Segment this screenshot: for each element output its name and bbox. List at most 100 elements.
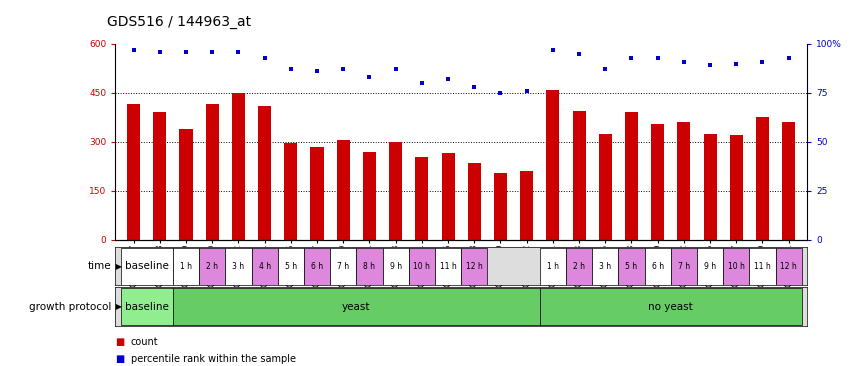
Bar [618, 248, 644, 285]
Point [363, 74, 376, 80]
Bar [363, 152, 375, 240]
Point [493, 90, 507, 96]
Bar [572, 111, 585, 240]
Bar [670, 248, 696, 285]
Text: 10 h: 10 h [727, 262, 744, 271]
Point [153, 49, 166, 55]
Point [650, 55, 664, 60]
Bar [598, 134, 611, 240]
Bar [461, 248, 487, 285]
Bar [330, 248, 356, 285]
Bar [781, 122, 794, 240]
Point [755, 59, 769, 64]
Text: 3 h: 3 h [599, 262, 611, 271]
Bar [382, 248, 409, 285]
Bar [310, 147, 323, 240]
Bar [277, 248, 304, 285]
Text: ■: ■ [115, 354, 125, 364]
Bar [120, 248, 173, 285]
Bar [722, 248, 749, 285]
Bar [519, 171, 532, 240]
Bar [284, 143, 297, 240]
Point [126, 47, 140, 53]
Text: percentile rank within the sample: percentile rank within the sample [131, 354, 295, 364]
Bar [566, 248, 591, 285]
Bar [775, 248, 801, 285]
Bar [546, 90, 559, 240]
Bar [127, 104, 140, 240]
Point [206, 49, 219, 55]
Bar [467, 163, 480, 240]
Text: 4 h: 4 h [258, 262, 270, 271]
Text: 10 h: 10 h [413, 262, 430, 271]
Text: 9 h: 9 h [703, 262, 716, 271]
Text: 1 h: 1 h [180, 262, 192, 271]
Bar [441, 153, 454, 240]
Bar [415, 157, 428, 240]
Text: 2 h: 2 h [572, 262, 584, 271]
Point [179, 49, 193, 55]
Point [781, 55, 795, 60]
Point [728, 60, 742, 67]
Text: 5 h: 5 h [624, 262, 637, 271]
Text: 9 h: 9 h [389, 262, 401, 271]
Text: no yeast: no yeast [647, 302, 693, 311]
Text: 11 h: 11 h [439, 262, 456, 271]
Point [284, 67, 298, 72]
Text: 7 h: 7 h [337, 262, 349, 271]
Bar [153, 112, 166, 240]
Text: 3 h: 3 h [232, 262, 244, 271]
Bar [206, 104, 218, 240]
Bar [539, 288, 801, 325]
Text: ▶: ▶ [113, 302, 122, 311]
Text: 2 h: 2 h [206, 262, 218, 271]
Bar [493, 173, 507, 240]
Bar [179, 129, 193, 240]
Text: GDS516 / 144963_at: GDS516 / 144963_at [107, 15, 251, 29]
Text: 8 h: 8 h [363, 262, 375, 271]
Text: baseline: baseline [125, 302, 169, 311]
Point [388, 67, 402, 72]
Text: 12 h: 12 h [466, 262, 482, 271]
Bar [199, 248, 225, 285]
Bar [173, 248, 199, 285]
Bar [304, 248, 330, 285]
Bar [409, 248, 434, 285]
Bar [232, 93, 245, 240]
Bar [356, 248, 382, 285]
Bar [749, 248, 775, 285]
Point [310, 68, 323, 74]
Bar [696, 248, 722, 285]
Text: yeast: yeast [342, 302, 370, 311]
Bar [644, 248, 670, 285]
Point [336, 67, 350, 72]
Point [572, 51, 585, 57]
Bar [336, 140, 350, 240]
Point [598, 67, 612, 72]
Text: growth protocol: growth protocol [29, 302, 111, 311]
Bar [173, 288, 539, 325]
Point [519, 88, 533, 94]
Point [676, 59, 690, 64]
Point [231, 49, 245, 55]
Bar [252, 248, 277, 285]
Bar [624, 112, 637, 240]
Text: 1 h: 1 h [546, 262, 558, 271]
Text: ■: ■ [115, 337, 125, 347]
Point [415, 80, 428, 86]
Bar [258, 106, 271, 240]
Text: count: count [131, 337, 158, 347]
Bar [120, 288, 173, 325]
Point [624, 55, 637, 60]
Point [441, 76, 455, 82]
Bar [650, 124, 664, 240]
Bar [591, 248, 618, 285]
Bar [676, 122, 689, 240]
Bar [389, 142, 402, 240]
Point [467, 84, 480, 90]
Text: 12 h: 12 h [780, 262, 796, 271]
Text: 7 h: 7 h [677, 262, 689, 271]
Text: ▶: ▶ [113, 262, 122, 271]
Bar [703, 134, 716, 240]
Text: baseline: baseline [125, 261, 169, 271]
